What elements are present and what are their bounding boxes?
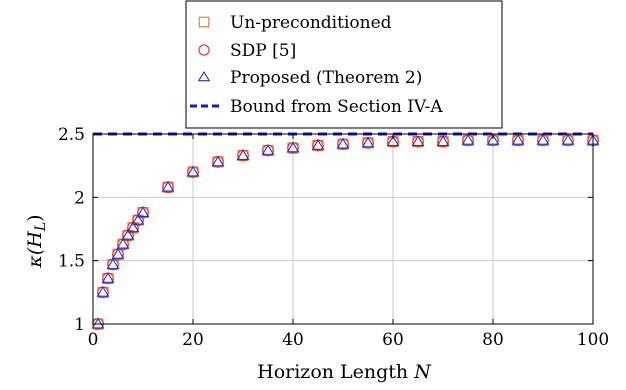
legend-entry-label: Bound from Section IV-A <box>230 97 443 117</box>
triangle-point <box>511 134 525 145</box>
legend-box <box>185 0 503 129</box>
triangle-point <box>411 135 425 147</box>
triangle-point <box>91 317 105 329</box>
y-tick-label: 2 <box>74 188 85 208</box>
legend: Un-preconditioned SDP [5] Proposed (Theore… <box>185 0 503 129</box>
triangle-point <box>561 134 575 145</box>
x-tick-label: 0 <box>88 330 99 350</box>
triangle-point <box>386 135 400 147</box>
y-tick-label: 1 <box>74 315 85 335</box>
triangle-point <box>101 272 115 283</box>
series-triangle-markers <box>91 134 600 329</box>
x-axis-label: Horizon Length N <box>257 361 432 383</box>
grid-lines <box>92 133 594 325</box>
series-square-markers <box>92 134 599 330</box>
data-markers <box>91 134 600 330</box>
triangle-point <box>361 136 375 148</box>
x-tick-label: 100 <box>577 330 609 350</box>
triangle-point <box>121 229 135 240</box>
triangle-point <box>186 165 200 177</box>
triangle-point <box>96 286 110 297</box>
x-tick-label: 20 <box>182 330 204 350</box>
x-tick-label: 80 <box>482 330 504 350</box>
triangle-point <box>436 135 450 147</box>
legend-square-marker <box>198 16 210 28</box>
triangle-point <box>116 237 130 249</box>
triangle-point <box>126 221 140 233</box>
legend-entry-label: SDP [5] <box>230 41 296 61</box>
triangle-point <box>461 134 475 145</box>
y-axis-label: κ(HL) <box>24 214 49 268</box>
triangle-point <box>261 144 275 155</box>
triangle-point <box>236 149 250 160</box>
triangle-point <box>211 155 225 167</box>
legend-triangle-marker <box>197 70 211 82</box>
triangle-point <box>286 141 300 153</box>
x-tick-label: 60 <box>382 330 404 350</box>
legend-entries: Un-preconditioned SDP [5] Proposed (Theore… <box>190 13 443 117</box>
legend-entry-label: Un-preconditioned <box>230 13 392 33</box>
y-tick-label: 2.5 <box>58 125 85 145</box>
legend-entry-label: Proposed (Theorem 2) <box>230 68 422 88</box>
triangle-point <box>131 213 145 225</box>
triangle-point <box>536 134 550 145</box>
series-circle-markers <box>92 134 599 330</box>
x-tick-label: 40 <box>282 330 304 350</box>
triangle-point <box>486 134 500 145</box>
triangle-point <box>136 206 150 217</box>
legend-circle-marker <box>198 44 210 56</box>
triangle-point <box>161 180 175 192</box>
triangle-point <box>111 248 125 259</box>
triangle-point <box>311 139 325 150</box>
plot-area-frame <box>92 133 594 325</box>
triangle-point <box>336 137 350 149</box>
triangle-point <box>106 258 120 269</box>
y-tick-label: 1.5 <box>58 252 85 272</box>
axis-ticks: 0 20 40 60 80 100 1 1.5 2 2.5 <box>58 125 609 350</box>
